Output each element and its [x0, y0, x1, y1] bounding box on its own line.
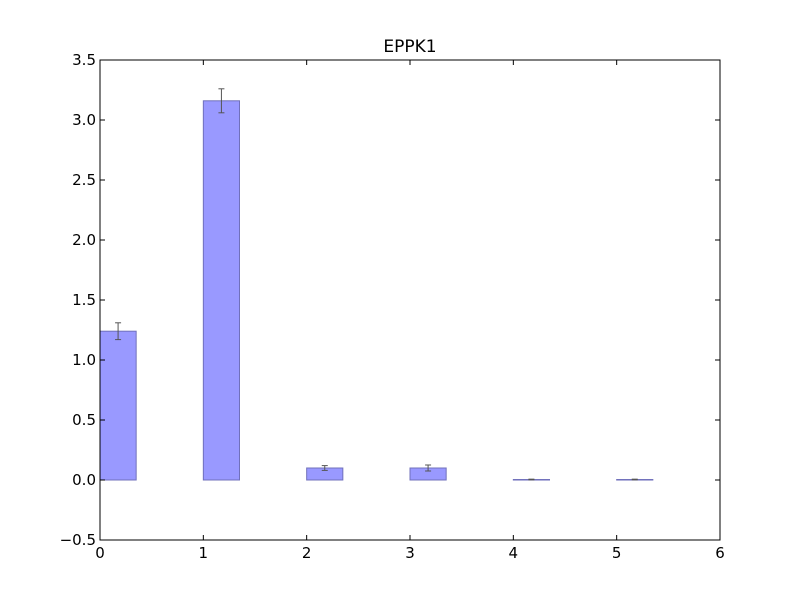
bars: [99, 100, 654, 481]
y-tick-label-3: 1.0: [72, 351, 96, 369]
x-tick-label-3: 3: [405, 544, 415, 562]
error-bars: [115, 88, 638, 481]
y-tick-label-1: 0.0: [72, 471, 96, 489]
bar-0: [99, 330, 137, 481]
x-tick-label-1: 1: [199, 544, 209, 562]
y-tick-label-8: 3.5: [72, 51, 96, 69]
x-axis: 0 1 2 3 4 5 6: [95, 60, 725, 562]
x-tick-label-2: 2: [302, 544, 312, 562]
y-tick-label-7: 3.0: [72, 111, 96, 129]
x-tick-label-5: 5: [612, 544, 622, 562]
y-tick-label-2: 0.5: [72, 411, 96, 429]
chart-title: EPPK1: [383, 37, 436, 57]
x-tick-label-6: 6: [715, 544, 725, 562]
y-axis: −0.5 0.0 0.5 1.0 1.5 2.0 2.5 3.0 3.5: [60, 51, 720, 549]
y-tick-label-4: 1.5: [72, 291, 96, 309]
x-tick-label-0: 0: [95, 544, 105, 562]
bar-1: [202, 100, 240, 481]
y-tick-label-6: 2.5: [72, 171, 96, 189]
y-tick-label-0: −0.5: [60, 531, 96, 549]
y-tick-label-5: 2.0: [72, 231, 96, 249]
x-tick-label-4: 4: [509, 544, 519, 562]
